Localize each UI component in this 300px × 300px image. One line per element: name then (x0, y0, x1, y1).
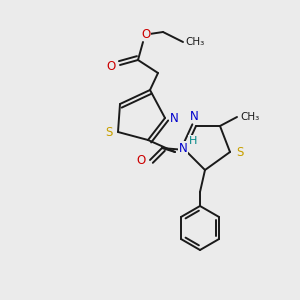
Text: O: O (136, 154, 146, 166)
Text: CH₃: CH₃ (185, 37, 205, 47)
Text: S: S (236, 146, 244, 158)
Text: O: O (106, 59, 116, 73)
Text: N: N (169, 112, 178, 124)
Text: N: N (190, 110, 198, 122)
Text: H: H (189, 136, 197, 146)
Text: O: O (141, 28, 151, 40)
Text: S: S (105, 125, 113, 139)
Text: N: N (178, 142, 188, 154)
Text: CH₃: CH₃ (240, 112, 260, 122)
